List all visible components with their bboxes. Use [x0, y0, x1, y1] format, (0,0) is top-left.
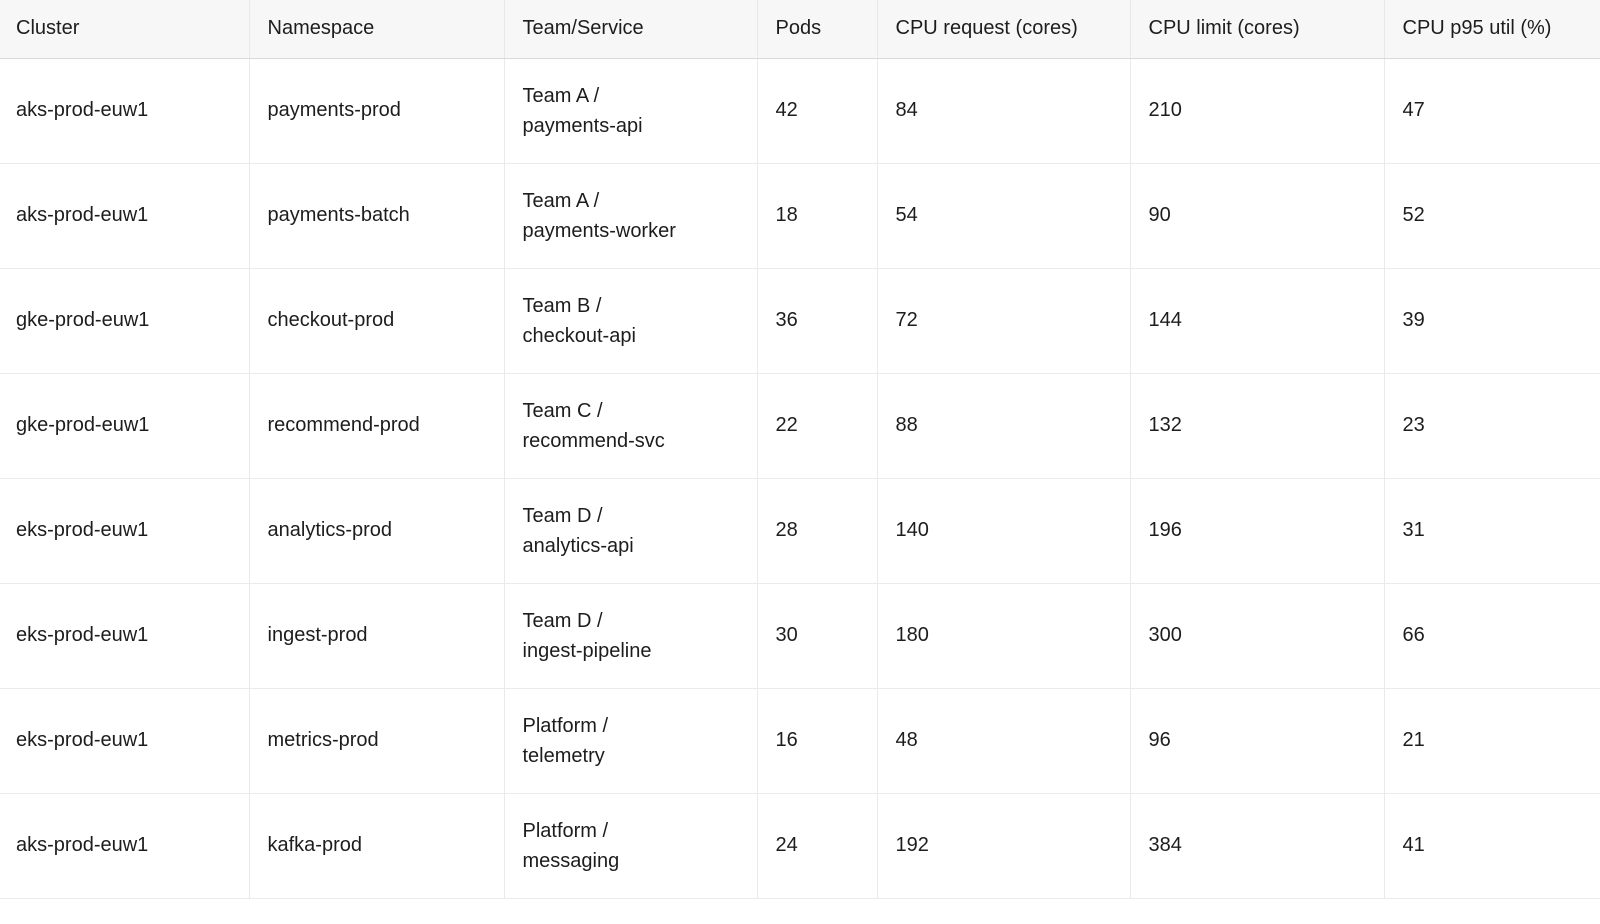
- service-line: checkout-api: [522, 324, 636, 347]
- cell-team-service: Team C / recommend-svc: [503, 373, 757, 479]
- service-line: recommend-svc: [522, 429, 665, 452]
- column-header-team-service: Team/Service: [503, 0, 757, 59]
- service-line: payments-api: [522, 114, 643, 137]
- cell-pods: 24: [756, 793, 877, 899]
- table-row: aks-prod-euw1 payments-prod Team A / pay…: [0, 58, 1600, 164]
- cell-namespace: kafka-prod: [248, 793, 504, 899]
- column-header-cpu-request: CPU request (cores): [876, 0, 1130, 59]
- column-header-cpu-limit: CPU limit (cores): [1129, 0, 1384, 59]
- cell-cpu-limit: 144: [1129, 268, 1384, 374]
- column-header-cpu-p95-util: CPU p95 util (%): [1383, 0, 1600, 59]
- cell-pods: 28: [756, 478, 877, 584]
- table-row: eks-prod-euw1 metrics-prod Platform / te…: [0, 688, 1600, 794]
- cell-team-service: Team B / checkout-api: [503, 268, 757, 374]
- cell-cpu-request: 88: [876, 373, 1130, 479]
- table-row: aks-prod-euw1 payments-batch Team A / pa…: [0, 163, 1600, 269]
- column-header-pods: Pods: [756, 0, 877, 59]
- cell-cpu-limit: 210: [1129, 58, 1384, 164]
- table-body: aks-prod-euw1 payments-prod Team A / pay…: [0, 58, 1600, 899]
- team-line: Team A /: [522, 189, 600, 212]
- service-line: messaging: [522, 849, 620, 872]
- cell-namespace: ingest-prod: [248, 583, 504, 689]
- cell-cpu-limit: 300: [1129, 583, 1384, 689]
- cell-cpu-request: 54: [876, 163, 1130, 269]
- cell-namespace: recommend-prod: [248, 373, 504, 479]
- cell-cluster: eks-prod-euw1: [0, 478, 249, 584]
- cell-cluster: eks-prod-euw1: [0, 583, 249, 689]
- cell-cpu-request: 72: [876, 268, 1130, 374]
- cell-cluster: eks-prod-euw1: [0, 688, 249, 794]
- cell-cluster: aks-prod-euw1: [0, 163, 249, 269]
- cell-cpu-limit: 96: [1129, 688, 1384, 794]
- cell-team-service: Team D / analytics-api: [503, 478, 757, 584]
- cell-pods: 42: [756, 58, 877, 164]
- team-line: Platform /: [522, 819, 609, 842]
- cell-team-service: Team A / payments-api: [503, 58, 757, 164]
- cell-cpu-p95-util: 39: [1383, 268, 1600, 374]
- service-line: telemetry: [522, 744, 605, 767]
- table-header: Cluster Namespace Team/Service Pods CPU …: [0, 0, 1600, 59]
- table-row: gke-prod-euw1 checkout-prod Team B / che…: [0, 268, 1600, 374]
- column-header-cluster: Cluster: [0, 0, 249, 59]
- cell-cpu-request: 140: [876, 478, 1130, 584]
- service-line: payments-worker: [522, 219, 676, 242]
- table-row: gke-prod-euw1 recommend-prod Team C / re…: [0, 373, 1600, 479]
- cell-team-service: Team D / ingest-pipeline: [503, 583, 757, 689]
- service-line: ingest-pipeline: [522, 639, 652, 662]
- cell-namespace: payments-prod: [248, 58, 504, 164]
- cell-namespace: payments-batch: [248, 163, 504, 269]
- cell-namespace: metrics-prod: [248, 688, 504, 794]
- cell-cpu-request: 84: [876, 58, 1130, 164]
- cell-cluster: aks-prod-euw1: [0, 793, 249, 899]
- cell-cluster: gke-prod-euw1: [0, 373, 249, 479]
- cell-cpu-limit: 90: [1129, 163, 1384, 269]
- team-line: Team D /: [522, 609, 603, 632]
- cell-cpu-p95-util: 52: [1383, 163, 1600, 269]
- cell-cluster: gke-prod-euw1: [0, 268, 249, 374]
- cell-cpu-p95-util: 47: [1383, 58, 1600, 164]
- team-line: Team B /: [522, 294, 602, 317]
- cell-cpu-p95-util: 21: [1383, 688, 1600, 794]
- team-line: Team A /: [522, 84, 600, 107]
- cell-cpu-request: 180: [876, 583, 1130, 689]
- team-line: Platform /: [522, 714, 609, 737]
- cell-cpu-p95-util: 23: [1383, 373, 1600, 479]
- cell-cpu-p95-util: 41: [1383, 793, 1600, 899]
- cell-cpu-request: 48: [876, 688, 1130, 794]
- cell-pods: 36: [756, 268, 877, 374]
- team-line: Team C /: [522, 399, 603, 422]
- cell-pods: 18: [756, 163, 877, 269]
- cell-pods: 22: [756, 373, 877, 479]
- cell-pods: 16: [756, 688, 877, 794]
- column-header-namespace: Namespace: [248, 0, 504, 59]
- cell-cpu-p95-util: 31: [1383, 478, 1600, 584]
- cell-cpu-request: 192: [876, 793, 1130, 899]
- cell-pods: 30: [756, 583, 877, 689]
- cell-team-service: Platform / messaging: [503, 793, 757, 899]
- cell-cluster: aks-prod-euw1: [0, 58, 249, 164]
- cell-cpu-limit: 196: [1129, 478, 1384, 584]
- cell-cpu-limit: 384: [1129, 793, 1384, 899]
- cell-team-service: Team A / payments-worker: [503, 163, 757, 269]
- service-line: analytics-api: [522, 534, 634, 557]
- table-row: eks-prod-euw1 analytics-prod Team D / an…: [0, 478, 1600, 584]
- cell-namespace: analytics-prod: [248, 478, 504, 584]
- cell-namespace: checkout-prod: [248, 268, 504, 374]
- cluster-cpu-allocation-table: Cluster Namespace Team/Service Pods CPU …: [0, 0, 1600, 899]
- cell-cpu-limit: 132: [1129, 373, 1384, 479]
- table-row: eks-prod-euw1 ingest-prod Team D / inges…: [0, 583, 1600, 689]
- table-row: aks-prod-euw1 kafka-prod Platform / mess…: [0, 793, 1600, 899]
- team-line: Team D /: [522, 504, 603, 527]
- header-row: Cluster Namespace Team/Service Pods CPU …: [0, 0, 1600, 59]
- cell-cpu-p95-util: 66: [1383, 583, 1600, 689]
- cell-team-service: Platform / telemetry: [503, 688, 757, 794]
